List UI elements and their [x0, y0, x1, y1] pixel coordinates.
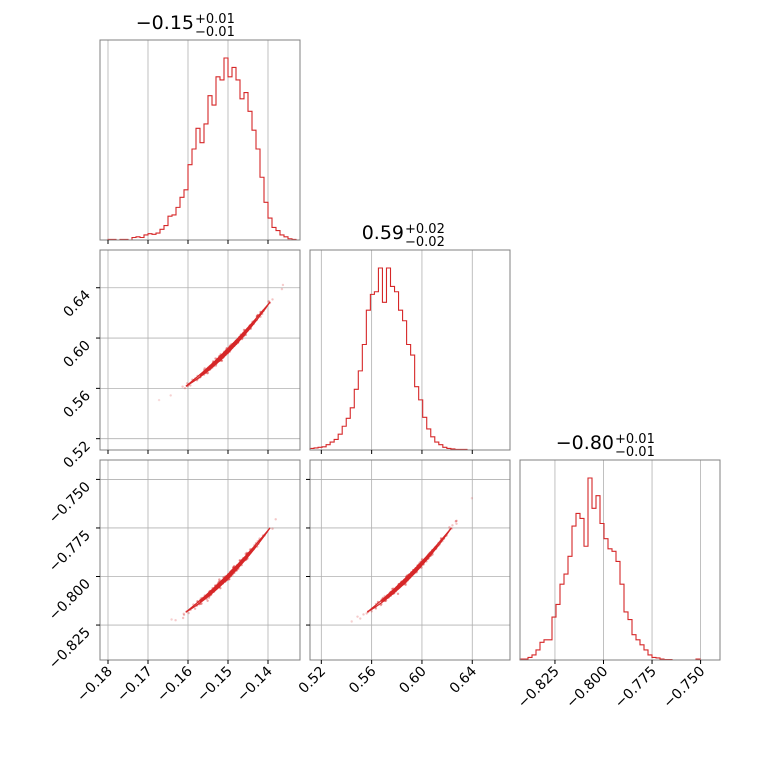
histogram-steps [309, 267, 472, 451]
panel-title-plus: +0.02 [405, 222, 445, 237]
y-tick-label: −0.775 [46, 527, 94, 575]
sample-point [193, 607, 197, 610]
sample-point [271, 298, 274, 301]
panel-frame [309, 249, 511, 451]
y-tick-label: 0.60 [60, 338, 93, 371]
sample-point [220, 359, 224, 363]
panel-title-value: 0.59 [362, 222, 404, 244]
panel-frame [99, 249, 301, 451]
sample-point [206, 372, 209, 375]
sample-point [271, 527, 274, 530]
sample-point [182, 613, 186, 617]
x-tick-label: 0.52 [296, 664, 329, 697]
sample-point [470, 497, 474, 500]
panel-title-minus: −0.01 [615, 445, 655, 460]
sample-point [170, 618, 173, 621]
sample-point [448, 526, 451, 529]
sample-point [200, 602, 203, 605]
x-tick-label: 0.56 [346, 663, 379, 696]
x-tick-label: 0.64 [447, 663, 480, 696]
sample-point [169, 394, 172, 397]
x-tick-label: −0.15 [194, 664, 236, 706]
sample-point [274, 518, 277, 521]
x-tick-label: −0.750 [660, 664, 708, 712]
density-contour [211, 558, 245, 593]
sample-point [404, 583, 407, 586]
y-tick-label: 0.52 [60, 438, 93, 471]
sample-point [379, 603, 383, 607]
scatter-panel-2-3 [306, 459, 511, 664]
sample-point [203, 367, 206, 370]
sample-point [359, 617, 362, 620]
density-contour [185, 301, 271, 387]
density-contour [366, 527, 452, 613]
panel-frame [519, 459, 721, 661]
y-tick-label: −0.825 [46, 625, 94, 673]
panel-title-plus: +0.01 [615, 432, 655, 447]
sample-point [362, 613, 365, 616]
density-contour [211, 332, 245, 367]
x-tick-label: −0.775 [612, 664, 660, 712]
density-contour [185, 527, 271, 613]
x-tick-label: −0.825 [515, 664, 563, 712]
sample-point [374, 607, 378, 610]
y-tick-label: −0.800 [46, 576, 94, 624]
sample-point [455, 519, 458, 523]
sample-point [206, 599, 209, 602]
panel-title-minus: −0.02 [405, 235, 445, 250]
y-tick-label: −0.750 [46, 479, 94, 527]
histogram-panel-3: −0.80 +0.01−0.01 [519, 432, 721, 664]
density-contour [392, 558, 427, 593]
sample-point [451, 524, 454, 527]
x-tick-label: −0.14 [234, 663, 276, 705]
panel-frame [99, 39, 301, 241]
sample-point [185, 382, 189, 385]
sample-point [214, 357, 217, 360]
x-tick-label: −0.17 [114, 664, 156, 706]
x-tick-label: −0.16 [154, 663, 196, 705]
sample-point [267, 300, 270, 303]
panel-frame [99, 459, 301, 661]
sample-point [182, 612, 185, 616]
x-tick-label: 0.60 [396, 664, 429, 697]
sample-point [174, 618, 177, 622]
sample-point [181, 385, 184, 388]
histogram-panel-2: 0.59 +0.02−0.02 [309, 222, 511, 454]
panel-title-minus: −0.01 [195, 25, 235, 40]
x-tick-label: −0.800 [563, 664, 611, 712]
scatter-panel-1-3 [96, 459, 301, 664]
sample-point [454, 520, 457, 523]
scatter-panel-1-2 [96, 249, 301, 454]
sample-point [218, 578, 221, 581]
histogram-steps [100, 57, 300, 241]
sample-point [187, 611, 190, 615]
sample-point [157, 398, 161, 402]
histogram-panel-1: −0.15 +0.01−0.01 [99, 12, 301, 244]
sample-point [454, 519, 458, 523]
panel-title-value: −0.15 [136, 12, 194, 34]
panel-title-value: −0.80 [556, 432, 614, 454]
sample-point [189, 384, 192, 387]
panel-title-plus: +0.01 [195, 12, 235, 27]
sample-point [396, 592, 400, 596]
sample-point [356, 615, 359, 618]
y-tick-label: 0.56 [60, 388, 93, 421]
x-tick-label: −0.18 [74, 664, 116, 706]
sample-point [350, 620, 353, 623]
histogram-steps [519, 477, 720, 661]
panel-frame [309, 459, 511, 661]
sample-point [365, 612, 368, 615]
sample-point [370, 610, 373, 613]
sample-point [280, 287, 284, 291]
sample-point [183, 386, 187, 390]
sample-point [181, 616, 185, 620]
sample-point [455, 522, 458, 526]
sample-point [281, 283, 285, 287]
sample-point [219, 586, 222, 590]
y-tick-label: 0.64 [60, 287, 93, 320]
